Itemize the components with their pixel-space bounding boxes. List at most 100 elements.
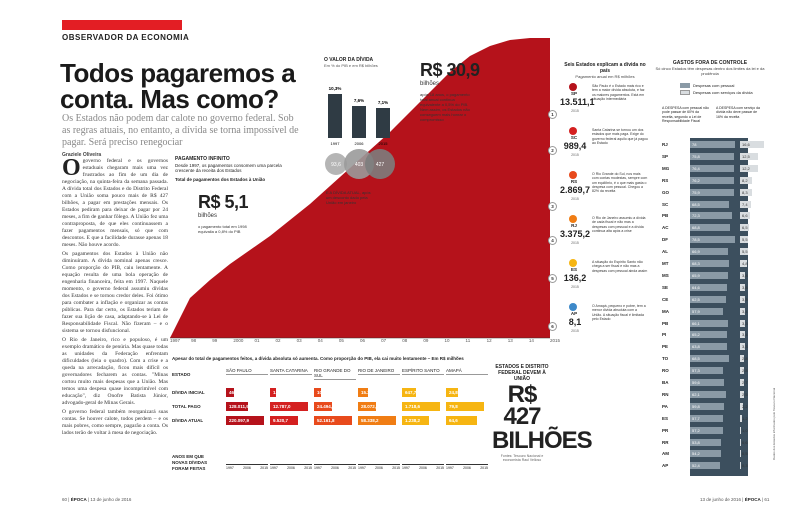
debt-service-bar (740, 307, 745, 315)
table-value-pago: 1.718,6 (405, 404, 421, 409)
row-label-state: ESTADO (172, 372, 191, 377)
debt-service-value: 2,2 (742, 403, 748, 409)
debt-pct-2006: 7,6% (354, 98, 364, 103)
table-state-name: AMAPÁ (446, 368, 488, 375)
personnel-bar (690, 164, 734, 172)
personnel-bar (690, 402, 725, 410)
table-value-pago: 28.072,9 (361, 404, 379, 409)
personnel-value: 76,2 (692, 177, 700, 183)
personnel-value: 65,2 (692, 332, 700, 338)
spending-row: PI 65,2 3,4 (660, 330, 770, 340)
spending-row: DF 78,5 5,5 (660, 235, 770, 245)
table-year-tick: 2006 (375, 466, 383, 470)
state-description: São Paulo é o Estado mais rico e tem a m… (592, 84, 645, 101)
debt-service-value: 12,2 (742, 165, 750, 171)
debt-service-bar (740, 295, 746, 303)
spending-state: BA (662, 380, 669, 385)
table-year-tick: 2015 (480, 466, 488, 470)
legend-label-personnel: Despesas com pessoal (693, 83, 735, 88)
table-year-axis: 1997 2006 2015 (226, 464, 268, 470)
table-year-tick: 2015 (304, 466, 312, 470)
year-tick: 10 (444, 338, 450, 343)
legend-item-personnel: Despesas com pessoal (680, 83, 753, 88)
table-year-tick: 1997 (314, 466, 322, 470)
state-color-dot (569, 83, 577, 91)
state-description: O Rio de Janeiro assumiu a dívida de cad… (592, 216, 646, 233)
personnel-bar (690, 260, 730, 267)
state-year: 2015 (571, 241, 579, 245)
legend-item-debt-service: Despesas com serviços da dívida (680, 90, 753, 95)
folio-left: 60 | ÉPOCA | 13 de junho de 2016 (62, 497, 132, 502)
personnel-value: 76,4 (692, 165, 700, 171)
year-tick: 14 (528, 338, 534, 343)
debt-service-value: 1,0 (742, 427, 748, 433)
debt-service-value: 3,5 (742, 296, 748, 302)
state-color-dot (569, 303, 577, 311)
table-bar-inicial (226, 388, 235, 397)
personnel-bar (690, 438, 721, 446)
spending-state: SP (662, 153, 669, 159)
callout-left-unit: bilhões (198, 213, 218, 219)
table-year-tick: 2006 (243, 466, 251, 470)
folio-right-mag: ÉPOCA (744, 497, 761, 502)
personnel-value: 78 (692, 142, 697, 147)
spending-state: MG (662, 165, 670, 171)
debt-circle-1997 (325, 153, 347, 175)
year-tick: 2015 (550, 338, 561, 343)
personnel-value: 57,2 (692, 427, 700, 433)
debt-service-value: 0,6 (742, 439, 748, 445)
spending-state: MS (662, 272, 669, 278)
paragraph-3: O Rio de Janeiro, rico e populoso, é um … (62, 337, 168, 406)
spending-row: AL 66,9 5,5 (660, 247, 770, 257)
personnel-value: 59,6 (692, 380, 700, 385)
table-year-tick: 2006 (331, 466, 339, 470)
debt-service-value: 3,8 (742, 272, 748, 278)
table-year-tick: 1997 (402, 466, 410, 470)
personnel-value: 59,8 (692, 403, 700, 409)
table-bar-inicial (402, 388, 417, 397)
table-year-tick: 1997 (270, 466, 278, 470)
debt-service-value: 16,6 (742, 142, 750, 147)
personnel-value: 62,5 (692, 296, 700, 302)
table-bar-atual (446, 416, 477, 425)
spending-state: SC (662, 201, 669, 207)
personnel-bar (690, 200, 730, 208)
debt-service-value: 5,5 (742, 249, 748, 255)
debt-service-bar (740, 402, 744, 410)
year-tick: 08 (402, 338, 408, 343)
table-value-inicial: 647,7 (405, 390, 417, 395)
callout-left-note: o pagamento total em 1998 equivalia a 0,… (198, 224, 247, 234)
debt-service-value: 8,2 (742, 177, 748, 183)
series-tag-5: 5 (548, 274, 557, 283)
debt-service-bar (740, 379, 744, 386)
spending-row: AC 68,8 6,5 (660, 223, 770, 233)
state-row: SC 989,4 2015 Santa Catarina se tornou um d… (560, 127, 650, 164)
spending-panel: GASTOS FORA DE CONTROLE Só cinco Estados… (655, 60, 765, 480)
personnel-bar (690, 271, 728, 279)
spending-row: RO 57,3 2,8 (660, 366, 770, 376)
state-description: A situação do Espírito Santo não chega a… (592, 260, 648, 273)
personnel-bar (690, 343, 727, 351)
personnel-bar (690, 141, 735, 148)
folio-right-page: 61 (764, 497, 770, 502)
personnel-bar (690, 355, 730, 363)
state-description: O Amapá, pequeno e pobre, tem a menor dí… (592, 304, 646, 321)
state-year: 2015 (571, 197, 579, 201)
table-value-pago: 128.011,9 (229, 404, 249, 409)
summary-source: Fontes: Tesouro Nacional e economista Ra… (500, 454, 544, 462)
row-label-total-paid: TOTAL PAGO (172, 404, 201, 409)
table-bar-inicial (446, 388, 458, 397)
spending-row: RN 62,1 2,5 (660, 390, 770, 400)
table-bar-pago (226, 402, 249, 411)
table-value-inicial: 15.246,4 (361, 390, 379, 395)
table-bar-pago (358, 402, 377, 411)
spending-state: GO (662, 189, 670, 195)
table-value-atual: 58.338,2 (361, 418, 379, 423)
callout-right-unit: bilhões (420, 81, 440, 87)
spending-row: AM 54,2 0,5 (660, 449, 770, 459)
spending-row: CE 62,5 3,5 (660, 295, 770, 305)
year-tick: 04 (317, 338, 323, 343)
debt-service-bar (740, 141, 764, 148)
debt-service-bar (740, 236, 748, 244)
spending-state: AP (662, 463, 669, 469)
